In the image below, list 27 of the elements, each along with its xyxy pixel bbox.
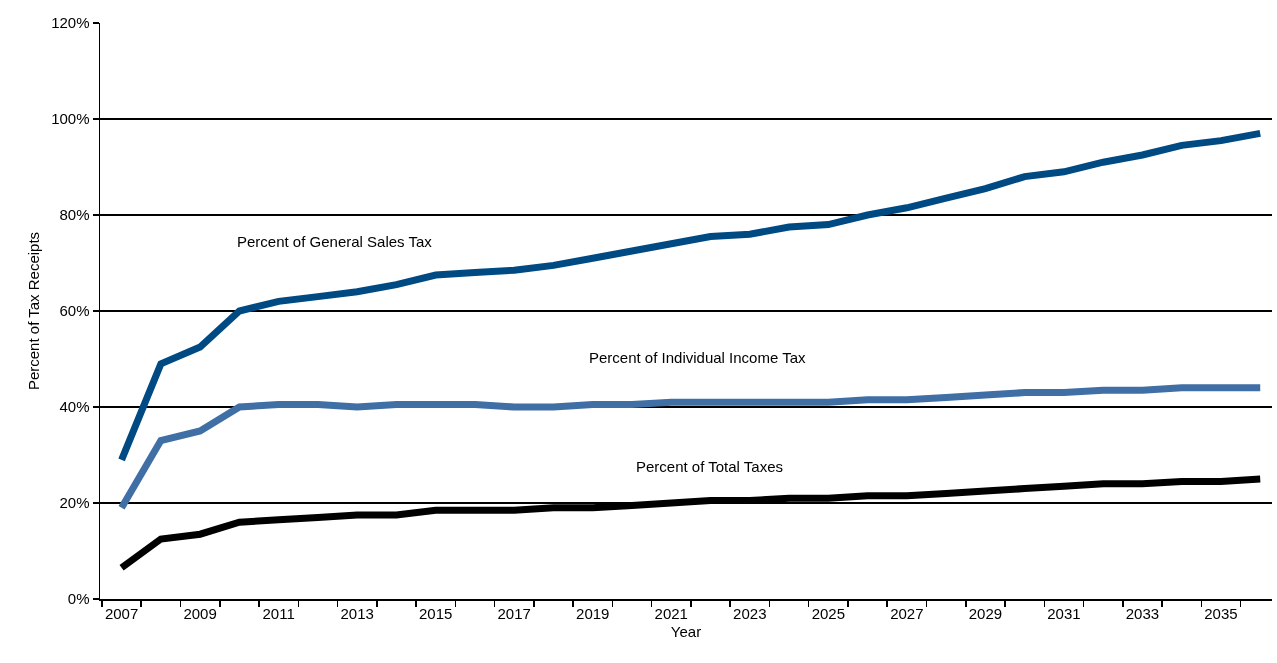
text: Percent of Individual Income Tax [589, 349, 807, 366]
series-label: Percent of Total Taxes [636, 458, 784, 475]
x-tick-label: 2021 [654, 604, 688, 622]
x-tick-label: 2031 [1047, 604, 1081, 622]
x-tick-label: 2035 [1204, 604, 1238, 622]
x-tick-label: 2017 [497, 604, 531, 622]
y-tick-label: 0% [67, 590, 90, 608]
x-tick-label: 2025 [811, 604, 846, 622]
x-tick-label: 2011 [262, 604, 295, 622]
x-tick-label: 2023 [733, 604, 767, 622]
x-tick-label: 2015 [419, 604, 453, 622]
y-tick-label: 100% [51, 110, 90, 128]
x-tick-label: 2019 [576, 604, 610, 622]
y-axis-title: Percent of Tax Receipts [24, 231, 42, 391]
x-axis-title: Year [670, 623, 702, 641]
y-tick-label: 40% [59, 398, 90, 416]
y-tick-label: 60% [59, 302, 90, 320]
x-tick-label: 2027 [890, 604, 924, 622]
x-tick-label: 2007 [104, 604, 139, 622]
y-tick-label: 20% [59, 494, 90, 512]
series-label: Percent of General Sales Tax [237, 233, 433, 250]
y-tick-label: 80% [59, 206, 90, 224]
x-tick-label: 2009 [183, 604, 217, 622]
x-tick-label: 2013 [340, 604, 374, 622]
x-tick-label: 2033 [1125, 604, 1160, 622]
x-tick-label: 2029 [968, 604, 1003, 622]
y-tick-label: 120% [51, 14, 90, 32]
